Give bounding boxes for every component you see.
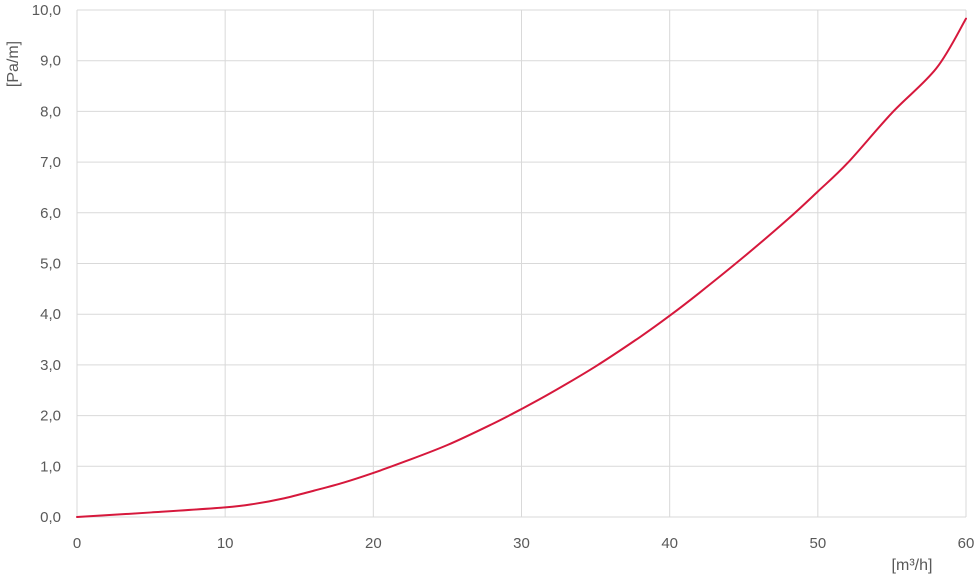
x-tick-label: 20	[365, 535, 382, 552]
x-tick-label: 30	[513, 535, 530, 552]
y-tick-label: 3,0	[40, 357, 61, 374]
x-tick-label: 40	[661, 535, 678, 552]
x-tick-label: 60	[958, 535, 975, 552]
y-tick-label: 7,0	[40, 154, 61, 171]
y-tick-label: 5,0	[40, 256, 61, 273]
tick-labels: 0,0 1,0 2,0 3,0 4,0 5,0 6,0 7,0 8,0 9,0 10,0 0 10 20 3…	[32, 2, 975, 552]
y-axis-label: [Pa/m]	[5, 41, 22, 87]
x-tick-label: 10	[217, 535, 234, 552]
y-tick-label: 10,0	[32, 2, 61, 19]
x-tick-label: 50	[809, 535, 826, 552]
y-tick-label: 8,0	[40, 103, 61, 120]
y-tick-label: 0,0	[40, 509, 61, 526]
y-tick-label: 2,0	[40, 408, 61, 425]
y-tick-label: 4,0	[40, 306, 61, 323]
series-line	[76, 17, 967, 518]
x-axis-label: [m³/h]	[892, 557, 933, 574]
x-tick-label: 0	[73, 535, 81, 552]
y-tick-label: 9,0	[40, 53, 61, 70]
y-tick-label: 6,0	[40, 205, 61, 222]
y-tick-label: 1,0	[40, 458, 61, 475]
series-group	[76, 17, 967, 518]
gridlines	[76, 9, 967, 518]
